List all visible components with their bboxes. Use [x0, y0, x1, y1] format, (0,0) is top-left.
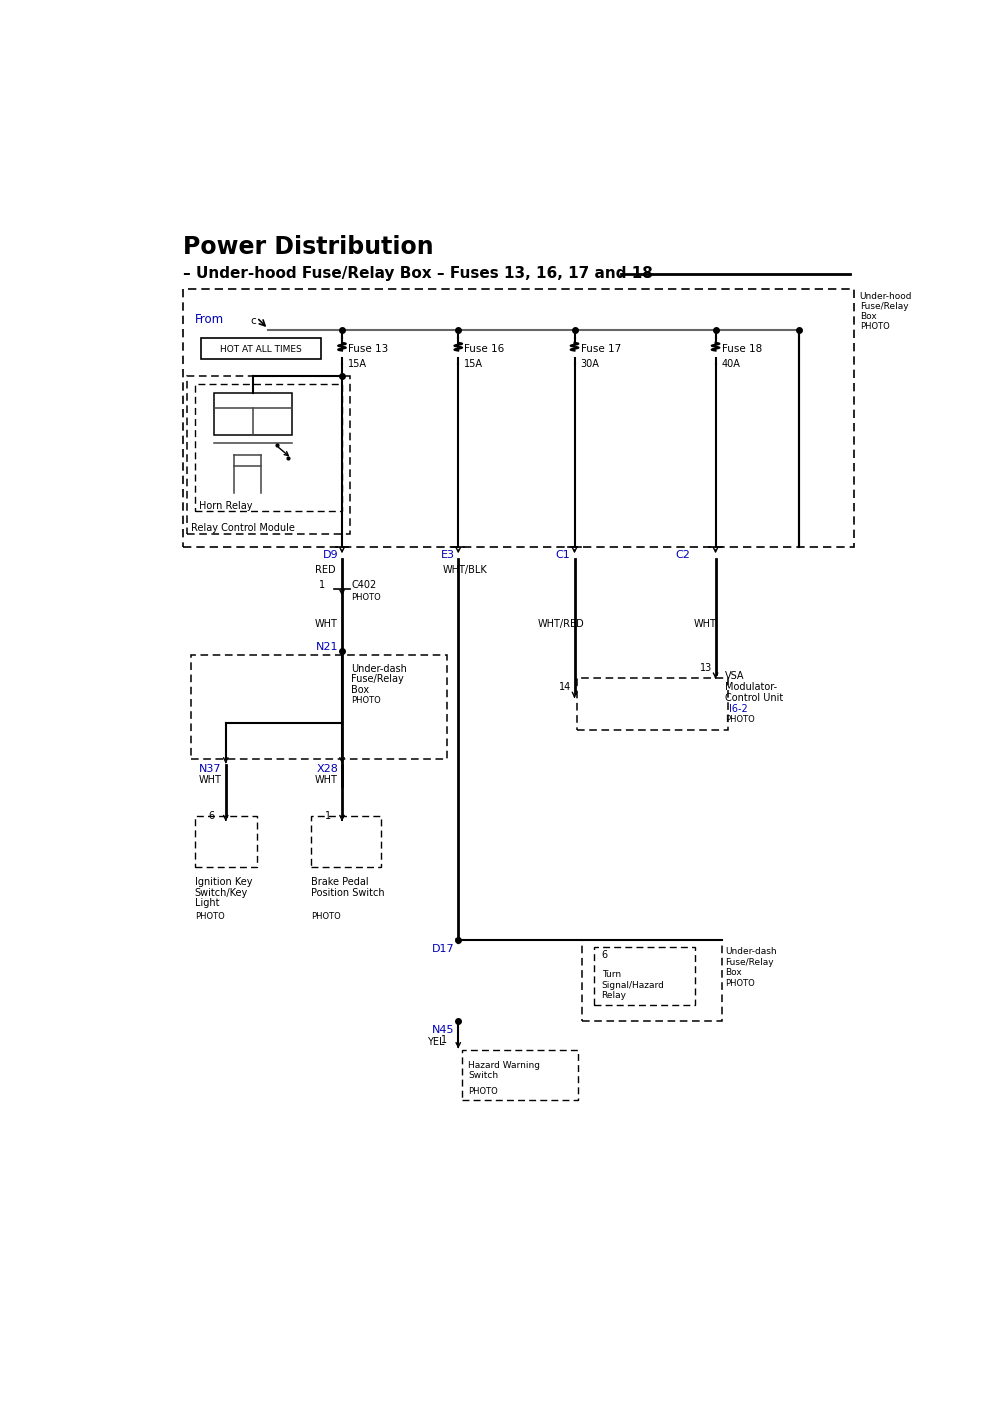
Text: E3: E3 [440, 550, 454, 560]
Text: Fuse 17: Fuse 17 [581, 344, 621, 354]
Text: PHOTO: PHOTO [468, 1087, 498, 1096]
Text: Relay Control Module: Relay Control Module [191, 523, 295, 533]
Text: Under-dash: Under-dash [351, 663, 407, 673]
Text: WHT: WHT [315, 775, 338, 785]
Text: Box: Box [351, 686, 369, 696]
Text: Under-dash: Under-dash [726, 947, 777, 956]
Text: Switch/Key: Switch/Key [195, 888, 248, 898]
Bar [214, 393, 292, 436]
Text: 1: 1 [325, 812, 331, 822]
Text: Power Distribution: Power Distribution [183, 235, 434, 259]
Bar [187, 376, 350, 534]
Text: 15A: 15A [348, 359, 367, 369]
Text: 14: 14 [559, 682, 571, 691]
Bar [191, 655, 447, 759]
Bar [577, 677, 728, 730]
Bar [311, 816, 381, 867]
Text: Brake Pedal: Brake Pedal [311, 877, 369, 887]
Text: 6: 6 [209, 812, 215, 822]
Text: Control Unit: Control Unit [725, 693, 783, 703]
Bar [201, 338, 321, 359]
Text: – Under-hood Fuse/Relay Box – Fuses 13, 16, 17 and 18: – Under-hood Fuse/Relay Box – Fuses 13, … [183, 266, 653, 281]
Text: PHOTO: PHOTO [860, 322, 889, 331]
Text: 13: 13 [700, 663, 712, 673]
Bar [594, 947, 695, 1005]
Text: N21: N21 [316, 642, 338, 652]
Bar [195, 816, 257, 867]
Text: N45: N45 [432, 1025, 454, 1035]
Bar [582, 940, 722, 1021]
Text: Light: Light [195, 898, 219, 908]
Text: Fuse 16: Fuse 16 [464, 344, 505, 354]
Text: 30A: 30A [581, 359, 600, 369]
Bar [195, 383, 342, 510]
Text: Turn: Turn [602, 970, 621, 978]
Text: C402: C402 [351, 581, 377, 591]
Text: WHT: WHT [694, 619, 717, 629]
Text: 15A: 15A [464, 359, 483, 369]
Text: D9: D9 [322, 550, 338, 560]
Text: VSA: VSA [725, 672, 744, 682]
Text: Fuse/Relay: Fuse/Relay [726, 957, 774, 967]
Text: 1: 1 [319, 581, 325, 591]
Text: PHOTO: PHOTO [351, 697, 381, 706]
Text: WHT: WHT [199, 775, 222, 785]
Text: WHT/BLK: WHT/BLK [443, 566, 488, 575]
Text: Fuse 13: Fuse 13 [348, 344, 388, 354]
Text: WHT/RED: WHT/RED [537, 619, 584, 629]
Bar [462, 1049, 578, 1100]
Text: WHT: WHT [315, 619, 338, 629]
Text: Fuse 18: Fuse 18 [722, 344, 762, 354]
Text: PHOTO: PHOTO [195, 912, 224, 921]
Text: Under-hood: Under-hood [860, 293, 912, 301]
Text: Relay: Relay [602, 991, 627, 1000]
Text: Horn Relay: Horn Relay [199, 501, 253, 512]
Text: YEL: YEL [427, 1036, 445, 1048]
Text: PHOTO: PHOTO [726, 978, 755, 988]
Text: Box: Box [726, 969, 742, 977]
Text: HOT AT ALL TIMES: HOT AT ALL TIMES [220, 345, 302, 354]
Text: N37: N37 [199, 764, 222, 773]
Text: Fuse/Relay: Fuse/Relay [860, 303, 908, 311]
Text: C2: C2 [676, 550, 691, 560]
Text: Modulator-: Modulator- [725, 682, 777, 691]
Text: C1: C1 [556, 550, 571, 560]
Text: Position Switch: Position Switch [311, 888, 385, 898]
Text: RED: RED [315, 566, 336, 575]
Text: c: c [251, 315, 256, 325]
Text: D17: D17 [432, 945, 454, 954]
Text: Signal/Hazard: Signal/Hazard [602, 981, 664, 990]
Text: 6: 6 [602, 950, 608, 960]
Text: Hazard Warning: Hazard Warning [468, 1060, 540, 1069]
Text: From: From [195, 314, 224, 327]
Text: PHOTO: PHOTO [725, 715, 755, 724]
Text: Switch: Switch [468, 1072, 498, 1080]
Text: Ignition Key: Ignition Key [195, 877, 252, 887]
Text: Fuse/Relay: Fuse/Relay [351, 674, 404, 684]
Text: X28: X28 [316, 764, 338, 773]
Text: 40A: 40A [722, 359, 741, 369]
Bar [183, 288, 854, 547]
Text: 1: 1 [441, 1035, 447, 1045]
Text: PHOTO: PHOTO [311, 912, 341, 921]
Text: Box: Box [860, 312, 876, 321]
Text: PHOTO: PHOTO [351, 592, 381, 601]
Text: I6-2: I6-2 [730, 704, 748, 714]
